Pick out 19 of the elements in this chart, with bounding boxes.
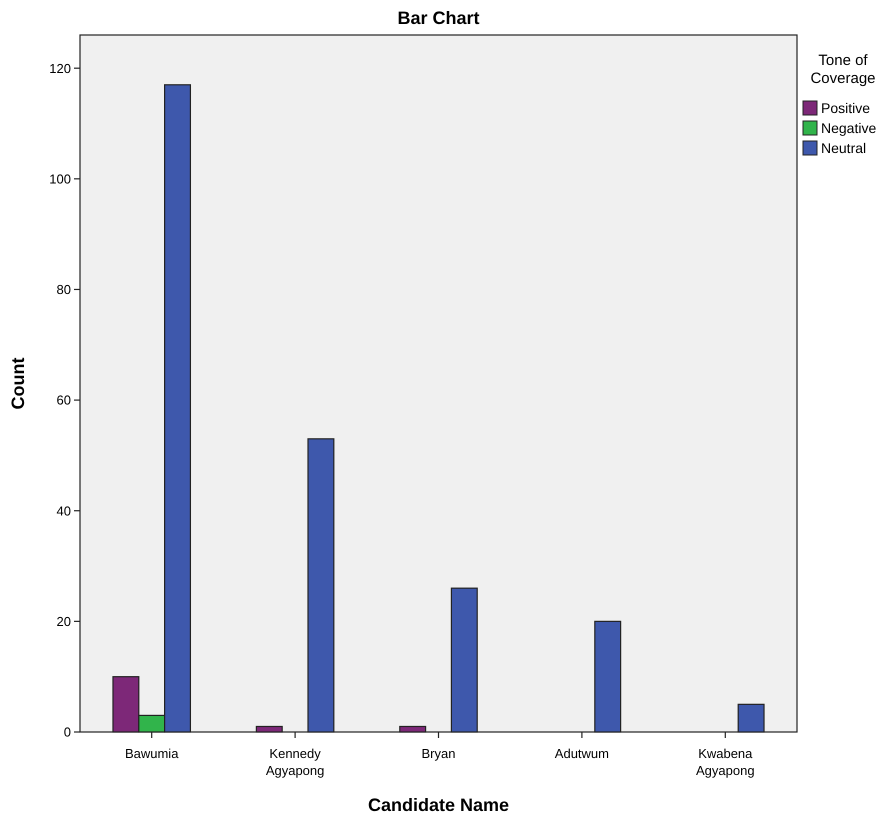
chart-title: Bar Chart xyxy=(397,8,480,28)
x-tick-label: Kennedy Agyapong xyxy=(266,746,324,778)
legend-label: Positive xyxy=(821,100,870,116)
y-tick-label: 100 xyxy=(49,171,71,186)
y-tick-label: 40 xyxy=(56,503,71,518)
legend-label: Negative xyxy=(821,120,876,136)
x-tick-label: Bawumia xyxy=(124,746,180,761)
legend-label: Neutral xyxy=(821,140,866,156)
x-tick-label: Bryan xyxy=(422,746,456,761)
x-tick-label: Kwabena Agyapong xyxy=(696,746,755,778)
y-tick-label: 20 xyxy=(56,614,71,629)
y-tick-label: 80 xyxy=(56,282,71,298)
x-axis-title: Candidate Name xyxy=(368,795,510,815)
y-axis-title: Count xyxy=(8,358,28,410)
y-tick-label: 0 xyxy=(64,724,71,740)
x-tick-label: Adutwum xyxy=(554,746,609,761)
legend-title: Tone of Coverage xyxy=(810,52,876,87)
y-tick-label: 60 xyxy=(56,392,71,408)
y-tick-label: 120 xyxy=(49,60,71,76)
